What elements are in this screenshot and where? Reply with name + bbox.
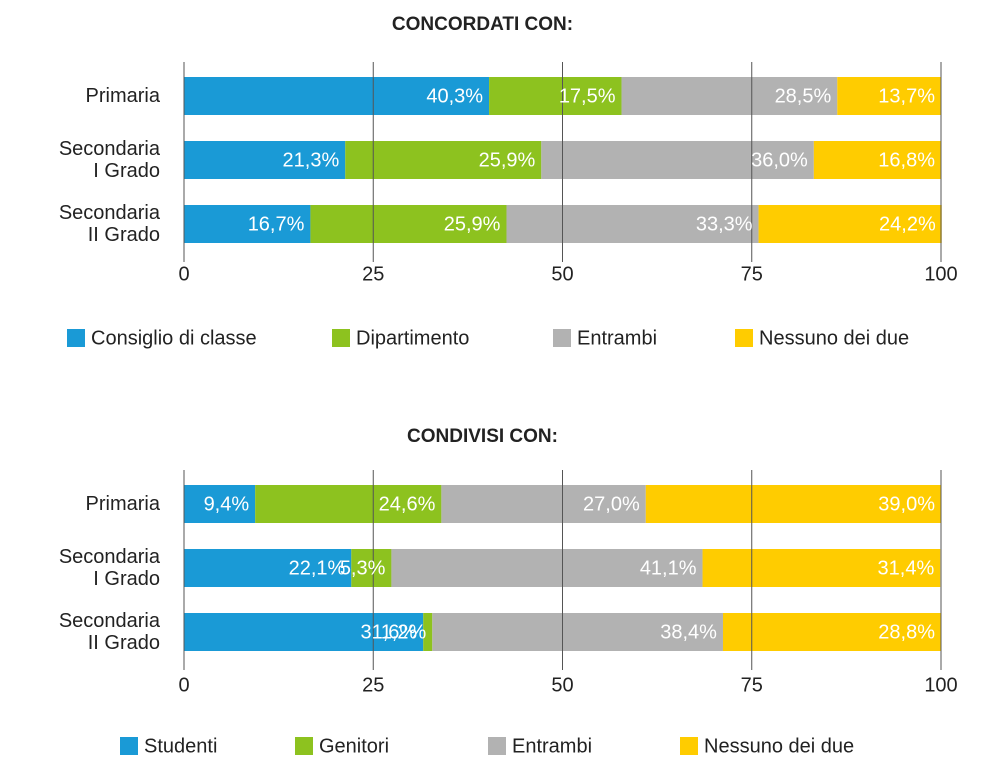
legend-label: Nessuno dei due xyxy=(704,735,854,757)
value-label: 41,1% xyxy=(640,557,697,579)
legend-label: Consiglio di classe xyxy=(91,327,257,349)
legend-label: Entrambi xyxy=(512,735,592,757)
category-label: Secondaria I Grado xyxy=(58,138,160,182)
value-label: 31,6% xyxy=(360,621,417,643)
bar-segment xyxy=(432,613,723,651)
value-label: 27,0% xyxy=(583,493,640,515)
value-label: 9,4% xyxy=(204,493,250,515)
bar-segment xyxy=(489,77,622,115)
bar-segment xyxy=(423,613,433,651)
legend-swatch xyxy=(120,737,138,755)
legend-label: Dipartimento xyxy=(356,327,469,349)
x-tick-label: 0 xyxy=(178,674,189,696)
value-label: 24,2% xyxy=(879,213,936,235)
legend-label: Entrambi xyxy=(577,327,657,349)
value-label: 17,5% xyxy=(559,85,616,107)
value-label: 16,8% xyxy=(878,149,935,171)
bar-segment xyxy=(702,549,941,587)
value-label: 24,6% xyxy=(379,493,436,515)
value-label: 28,5% xyxy=(775,85,832,107)
legend-label: Genitori xyxy=(319,735,389,757)
bar-segment xyxy=(813,141,941,179)
value-label: 13,7% xyxy=(878,85,935,107)
bar-segment xyxy=(351,549,392,587)
value-label: 28,8% xyxy=(878,621,935,643)
bar-segment xyxy=(345,141,542,179)
value-label: 25,9% xyxy=(479,149,536,171)
category-label: Secondaria II Grado xyxy=(58,202,160,246)
bar-segment xyxy=(184,77,490,115)
value-label: 25,9% xyxy=(444,213,501,235)
bar-segment xyxy=(837,77,941,115)
x-tick-label: 100 xyxy=(924,674,957,696)
legend-swatch xyxy=(332,329,350,347)
legend-swatch xyxy=(67,329,85,347)
category-label: Primaria xyxy=(85,493,160,515)
bar-segment xyxy=(441,485,646,523)
legend-swatch xyxy=(553,329,571,347)
bar-segment xyxy=(541,141,814,179)
bar-segment xyxy=(184,485,256,523)
chart-title: CONDIVISI CON: xyxy=(407,426,558,447)
bar-segment xyxy=(184,613,424,651)
x-tick-label: 50 xyxy=(551,674,573,696)
legend-label: Studenti xyxy=(144,735,217,757)
bar-segment xyxy=(310,205,507,243)
x-tick-label: 25 xyxy=(362,674,384,696)
x-tick-label: 100 xyxy=(924,263,957,285)
legend-label: Nessuno dei due xyxy=(759,327,909,349)
legend-swatch xyxy=(680,737,698,755)
bar-segment xyxy=(184,141,346,179)
value-label: 16,7% xyxy=(248,213,305,235)
value-label: 33,3% xyxy=(696,213,753,235)
x-tick-label: 75 xyxy=(741,263,763,285)
bar-segment xyxy=(621,77,838,115)
bar-segment xyxy=(506,205,759,243)
legend-swatch xyxy=(295,737,313,755)
category-label: Secondaria I Grado xyxy=(58,546,160,590)
value-label: 38,4% xyxy=(660,621,717,643)
bar-segment xyxy=(645,485,941,523)
category-label: Primaria xyxy=(85,85,160,107)
bar-segment xyxy=(255,485,442,523)
bar-segment xyxy=(758,205,942,243)
legend-swatch xyxy=(488,737,506,755)
x-tick-label: 75 xyxy=(741,674,763,696)
x-tick-label: 50 xyxy=(551,263,573,285)
value-label: 1,2% xyxy=(381,621,427,643)
value-label: 22,1% xyxy=(289,557,346,579)
x-tick-label: 0 xyxy=(178,263,189,285)
value-label: 21,3% xyxy=(283,149,340,171)
value-label: 40,3% xyxy=(426,85,483,107)
value-label: 39,0% xyxy=(878,493,935,515)
category-label: Secondaria II Grado xyxy=(58,610,160,654)
value-label: 5,3% xyxy=(340,557,386,579)
value-label: 31,4% xyxy=(878,557,935,579)
bar-segment xyxy=(184,549,352,587)
bar-segment xyxy=(391,549,703,587)
x-tick-label: 25 xyxy=(362,263,384,285)
legend-swatch xyxy=(735,329,753,347)
bar-segment xyxy=(184,205,311,243)
bar-segment xyxy=(722,613,941,651)
value-label: 36,0% xyxy=(751,149,808,171)
chart-title: CONCORDATI CON: xyxy=(392,14,573,35)
